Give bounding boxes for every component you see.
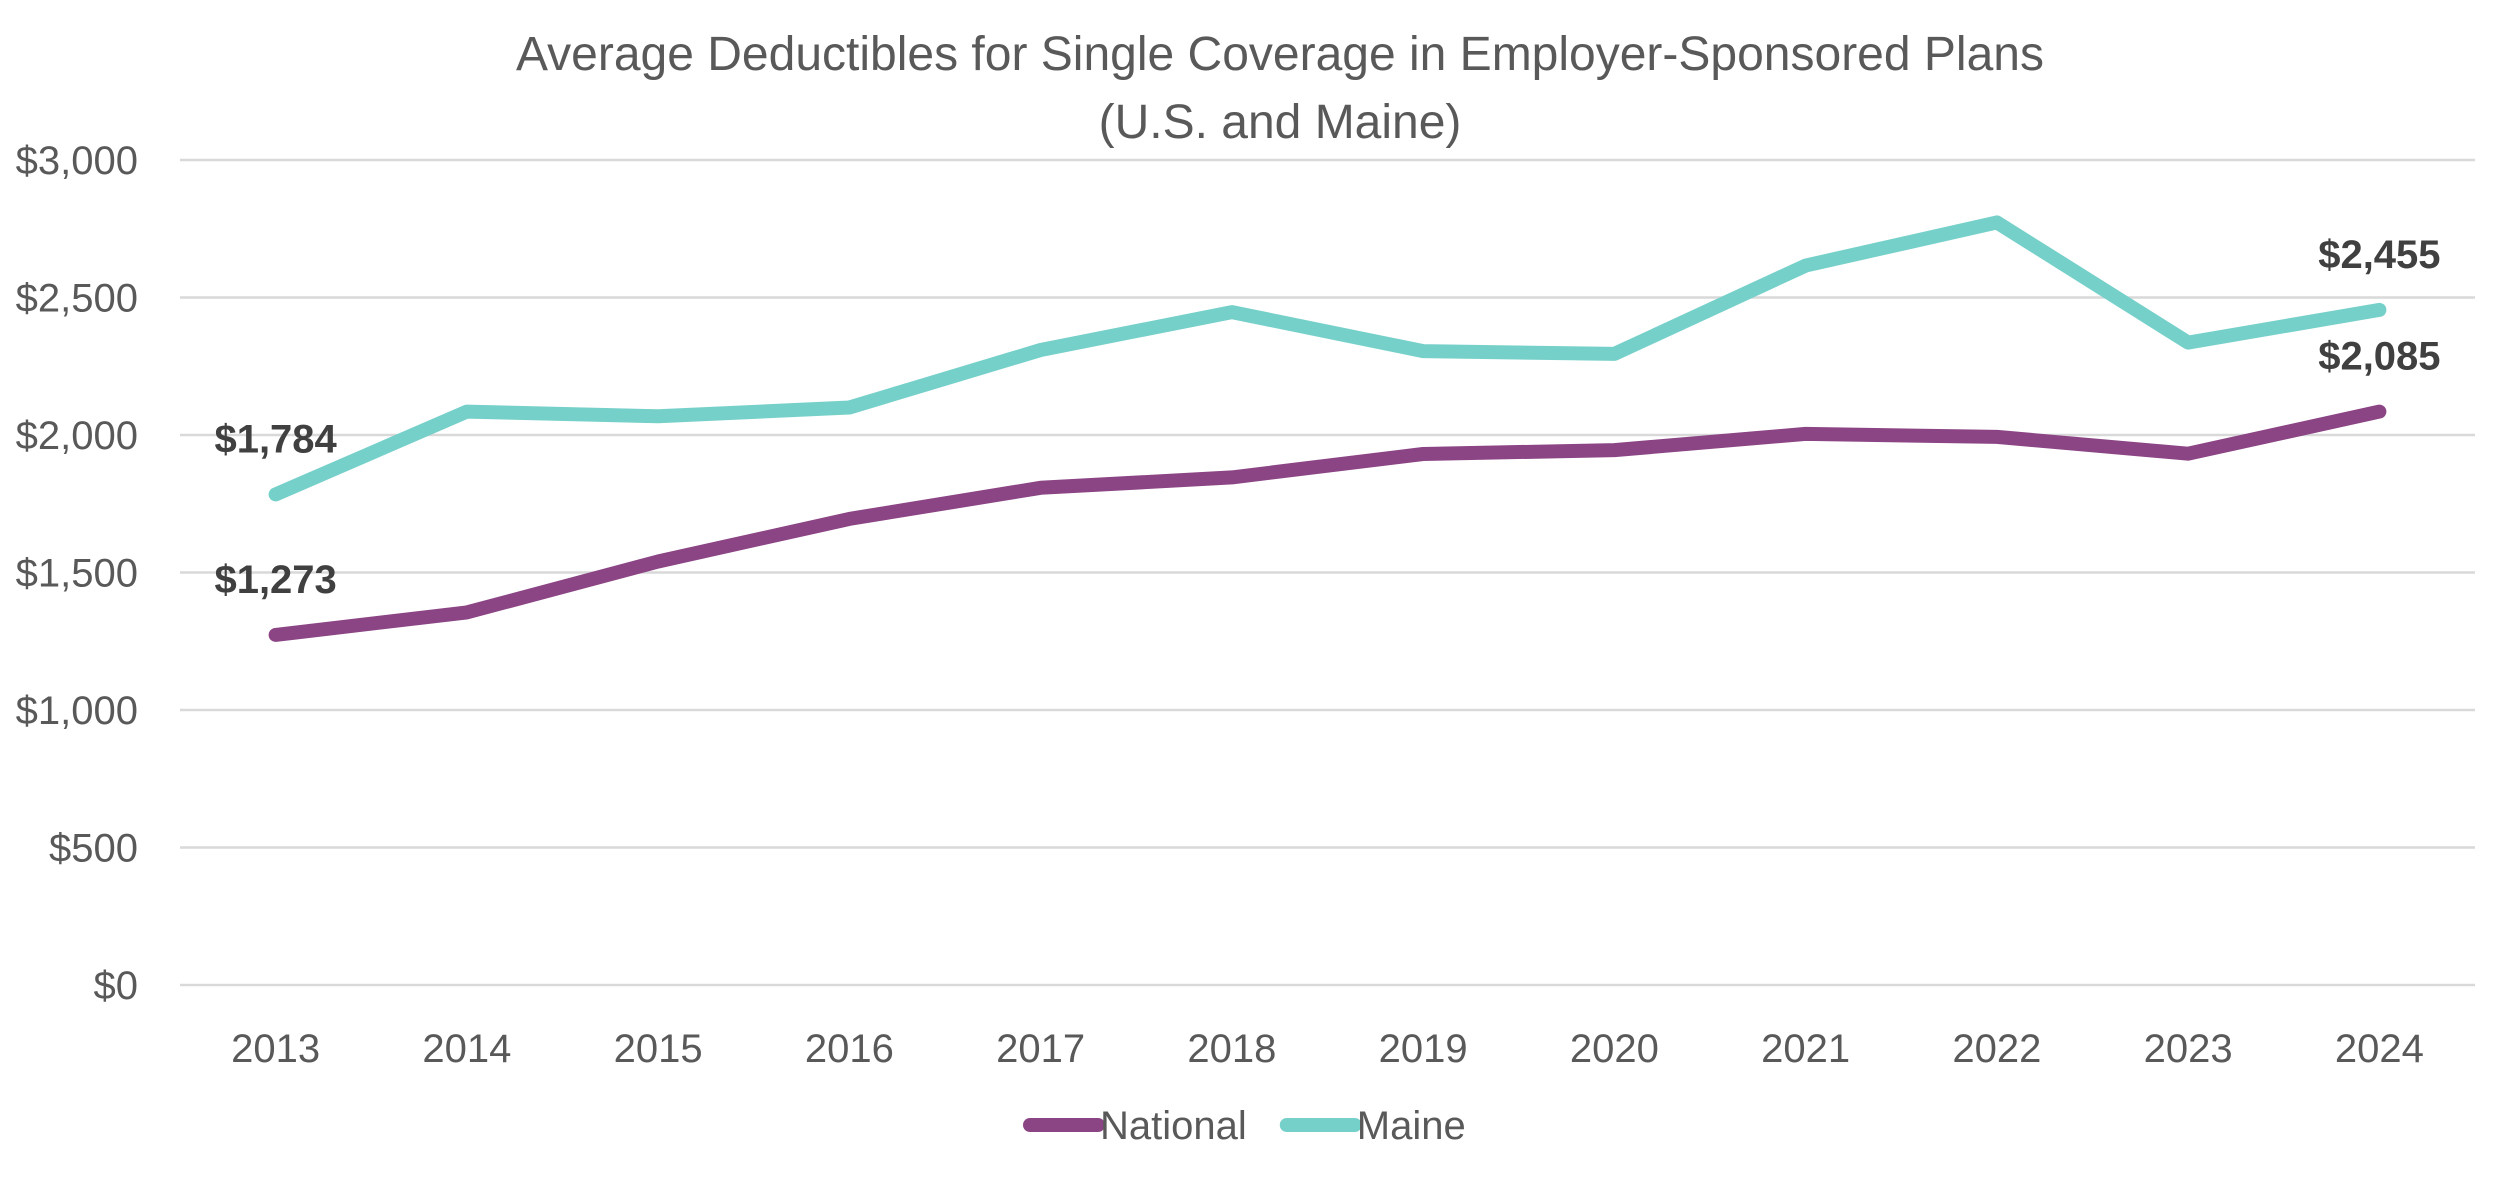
legend-label: National bbox=[1100, 1104, 1247, 1148]
data-point-national bbox=[465, 611, 468, 614]
y-tick-label: $0 bbox=[94, 964, 139, 1008]
data-point-maine bbox=[2378, 308, 2381, 311]
data-point-maine bbox=[465, 410, 468, 413]
data-point-national bbox=[1422, 452, 1425, 455]
data-label: $1,273 bbox=[214, 558, 336, 602]
data-point-national bbox=[1613, 449, 1616, 452]
x-tick-label: 2013 bbox=[231, 1027, 320, 1071]
y-tick-label: $2,500 bbox=[16, 277, 138, 321]
data-point-maine bbox=[2187, 341, 2190, 344]
y-tick-label: $1,500 bbox=[16, 552, 138, 596]
x-tick-label: 2015 bbox=[614, 1027, 703, 1071]
data-label: $2,455 bbox=[2318, 233, 2440, 277]
series-line-maine bbox=[268, 215, 2387, 502]
data-point-national bbox=[2187, 452, 2190, 455]
data-point-maine bbox=[657, 415, 660, 418]
data-point-maine bbox=[1613, 352, 1616, 355]
x-tick-label: 2014 bbox=[422, 1027, 511, 1071]
x-tick-label: 2022 bbox=[1952, 1027, 2041, 1071]
data-point-maine bbox=[848, 406, 851, 409]
data-point-maine bbox=[1230, 311, 1233, 314]
data-point-national bbox=[657, 560, 660, 563]
chart-title: Average Deductibles for Single Coverage … bbox=[516, 28, 2044, 81]
data-point-national bbox=[2378, 410, 2381, 413]
legend-label: Maine bbox=[1357, 1104, 1466, 1148]
data-point-national bbox=[1230, 476, 1233, 479]
x-tick-label: 2016 bbox=[805, 1027, 894, 1071]
y-tick-label: $3,000 bbox=[16, 139, 138, 183]
x-tick-label: 2023 bbox=[2144, 1027, 2233, 1071]
data-point-national bbox=[274, 633, 277, 636]
data-point-national bbox=[1039, 486, 1042, 489]
series-lines bbox=[268, 215, 2387, 642]
y-axis-ticks: $0 $500 $1,000 $1,500 $2,000 $2,500 $3,000 bbox=[16, 139, 138, 1008]
series-line-national bbox=[268, 404, 2387, 642]
x-tick-label: 2021 bbox=[1761, 1027, 1850, 1071]
data-label: $1,784 bbox=[214, 417, 337, 461]
x-axis-ticks: 2013 2014 2015 2016 2017 2018 2019 2020 2021 2022… bbox=[231, 1027, 2424, 1071]
y-tick-label: $500 bbox=[49, 827, 138, 871]
y-tick-label: $2,000 bbox=[16, 414, 138, 458]
y-tick-label: $1,000 bbox=[16, 689, 138, 733]
x-tick-label: 2024 bbox=[2335, 1027, 2424, 1071]
data-point-maine bbox=[1995, 221, 1998, 224]
x-tick-label: 2019 bbox=[1379, 1027, 1468, 1071]
x-tick-label: 2017 bbox=[996, 1027, 1085, 1071]
data-point-national bbox=[848, 517, 851, 520]
data-point-national bbox=[1995, 435, 1998, 438]
gridlines bbox=[180, 158, 2475, 987]
data-point-national bbox=[1804, 432, 1807, 435]
legend: National Maine bbox=[1023, 1104, 1466, 1148]
data-labels: $1,273 $2,085 $1,784 $2,455 bbox=[214, 233, 2440, 602]
x-tick-label: 2018 bbox=[1187, 1027, 1276, 1071]
data-point-maine bbox=[1422, 350, 1425, 353]
data-label: $2,085 bbox=[2318, 335, 2440, 379]
data-point-maine bbox=[1039, 349, 1042, 352]
data-point-maine bbox=[274, 493, 277, 496]
chart-subtitle: (U.S. and Maine) bbox=[1099, 96, 1462, 149]
data-point-maine bbox=[1804, 264, 1807, 267]
x-tick-label: 2020 bbox=[1570, 1027, 1659, 1071]
